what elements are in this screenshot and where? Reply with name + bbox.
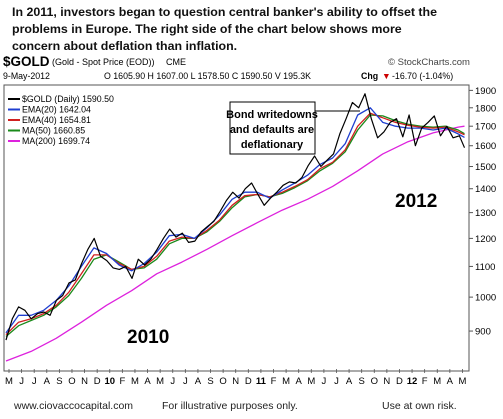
x-tick-label: A — [195, 376, 202, 387]
x-tick-label: J — [32, 376, 37, 387]
headline-line-1: In 2011, investors began to question cen… — [12, 5, 438, 19]
x-tick-label: A — [346, 376, 353, 387]
stockcharts-watermark: © StockCharts.com — [388, 57, 470, 68]
y-tick-label: 900 — [475, 327, 491, 338]
x-tick-label: S — [207, 376, 213, 387]
series-line-ma-200 — [5, 125, 465, 362]
x-tick-label: M — [433, 376, 441, 387]
year-label-2012: 2012 — [395, 191, 437, 212]
x-tick-label: M — [458, 376, 466, 387]
legend-entry: $GOLD (Daily) 1590.50 — [22, 94, 114, 104]
x-tick-label: M — [282, 376, 290, 387]
x-tick-label: N — [383, 376, 390, 387]
chart-chg-arrow: ▼ — [382, 71, 391, 81]
x-tick-label: F — [422, 376, 428, 387]
series-line-ma-50 — [5, 114, 465, 337]
y-tick-label: 1600 — [475, 141, 496, 152]
x-tick-label: S — [359, 376, 365, 387]
x-tick-label: 12 — [407, 376, 418, 387]
headline-line-3: concern about deflation than inflation. — [12, 39, 238, 53]
x-axis: M J J A S O N D 10 F M A M J J A S O N D 11 F M A M J J A S O N D 12 F M A M — [5, 369, 466, 387]
x-tick-label: M — [131, 376, 139, 387]
legend-entry: MA(50) 1660.85 — [22, 126, 85, 136]
chart-symbol: $GOLD — [3, 54, 50, 69]
y-tick-label: 1200 — [475, 234, 496, 245]
footer-disclaimer: For illustrative purposes only. — [162, 400, 298, 412]
annotation-box — [229, 101, 316, 155]
y-tick-label: 1500 — [475, 162, 496, 173]
y-tick-label: 1300 — [475, 208, 496, 219]
headline: In 2011, investors began to question cen… — [12, 4, 498, 55]
x-tick-label: A — [44, 376, 51, 387]
plot-frame — [3, 84, 470, 372]
year-label-2010: 2010 — [127, 327, 169, 348]
x-tick-label: 10 — [104, 376, 115, 387]
x-tick-label: D — [245, 376, 252, 387]
x-tick-label: J — [19, 376, 24, 387]
chart-chg-label: Chg — [361, 71, 378, 81]
x-tick-label: F — [119, 376, 125, 387]
y-tick-label: 1000 — [475, 293, 496, 304]
annotation-line-1: Bond writedowns — [226, 109, 318, 121]
legend-entry: EMA(40) 1654.81 — [22, 115, 91, 125]
x-tick-label: O — [68, 376, 75, 387]
chart-ohlc: O 1605.90 H 1607.00 L 1578.50 C 1590.50 … — [104, 71, 311, 81]
x-tick-label: D — [94, 376, 101, 387]
series-line-ema-20 — [5, 107, 465, 334]
legend-entry: MA(200) 1699.74 — [22, 136, 90, 146]
series-line--gold-daily — [5, 93, 466, 341]
x-tick-label: N — [81, 376, 88, 387]
y-tick-label: 1700 — [475, 122, 496, 133]
x-tick-label: S — [56, 376, 62, 387]
x-tick-label: J — [322, 376, 327, 387]
y-tick-label: 1800 — [475, 103, 496, 114]
x-tick-label: M — [307, 376, 315, 387]
footer-website: www.ciovaccocapital.com — [14, 400, 134, 412]
x-tick-label: J — [183, 376, 188, 387]
x-tick-label: D — [396, 376, 403, 387]
x-tick-label: M — [5, 376, 13, 387]
legend-entry: EMA(20) 1642.04 — [22, 105, 91, 115]
y-tick-label: 1900 — [475, 86, 496, 97]
x-tick-label: A — [144, 376, 151, 387]
y-tick-label: 1400 — [475, 184, 496, 195]
annotation-line-2: and defaults are — [230, 124, 314, 136]
x-tick-label: M — [156, 376, 164, 387]
x-tick-label: O — [371, 376, 378, 387]
x-tick-label: J — [334, 376, 339, 387]
x-tick-label: A — [296, 376, 303, 387]
headline-line-2: problems in Europe. The right side of th… — [12, 22, 402, 36]
footer-risk-note: Use at own risk. — [382, 400, 457, 412]
y-axis: 900 1000 1100 1200 1300 1400 1500 1600 1700 1800 1… — [469, 86, 496, 338]
chart-exchange: CME — [166, 57, 186, 67]
x-tick-label: N — [232, 376, 239, 387]
chart-date: 9-May-2012 — [3, 71, 50, 81]
annotation-line-3: deflationary — [241, 139, 304, 151]
series-line-ema-40 — [5, 112, 465, 336]
x-tick-label: F — [271, 376, 277, 387]
series-layer — [5, 93, 466, 362]
chart-description: (Gold - Spot Price (EOD)) — [52, 57, 155, 67]
x-tick-label: J — [170, 376, 175, 387]
x-tick-label: O — [219, 376, 226, 387]
y-tick-label: 1100 — [475, 262, 495, 273]
x-tick-label: 11 — [256, 376, 267, 387]
x-tick-label: A — [447, 376, 454, 387]
chart-chg-value: -16.70 (-1.04%) — [392, 71, 453, 81]
